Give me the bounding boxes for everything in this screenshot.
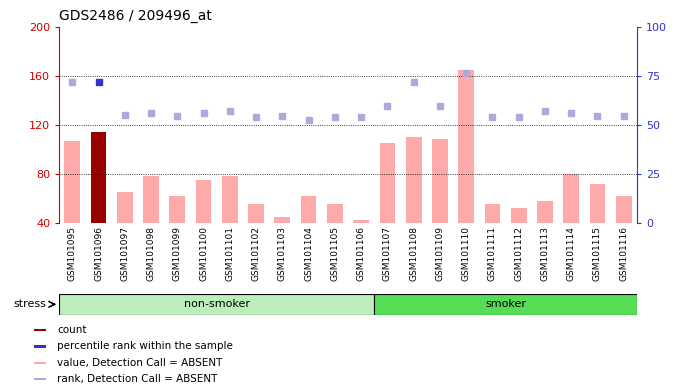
Text: value, Detection Call = ABSENT: value, Detection Call = ABSENT [57, 358, 223, 368]
Text: GSM101095: GSM101095 [68, 226, 77, 281]
Text: GSM101114: GSM101114 [567, 226, 576, 281]
Text: GSM101112: GSM101112 [514, 226, 523, 281]
Bar [432, 139, 448, 223]
Text: GSM101105: GSM101105 [331, 226, 340, 281]
Bar [616, 196, 631, 223]
Bar [354, 220, 369, 223]
Text: GSM101109: GSM101109 [436, 226, 445, 281]
Text: GSM101113: GSM101113 [540, 226, 549, 281]
Bar [379, 143, 395, 223]
Text: GSM101110: GSM101110 [461, 226, 470, 281]
Text: GSM101098: GSM101098 [147, 226, 156, 281]
Text: smoker: smoker [485, 299, 526, 310]
Bar [563, 174, 579, 223]
Bar [169, 196, 185, 223]
Bar [59, 294, 374, 315]
Text: GSM101108: GSM101108 [409, 226, 418, 281]
Text: GSM101103: GSM101103 [278, 226, 287, 281]
Bar [590, 184, 606, 223]
Bar [34, 345, 46, 348]
Bar [484, 204, 500, 223]
Bar [406, 137, 422, 223]
Text: GDS2486 / 209496_at: GDS2486 / 209496_at [59, 8, 212, 23]
Bar [537, 201, 553, 223]
Bar [511, 208, 527, 223]
Text: stress: stress [13, 299, 46, 310]
Text: GSM101102: GSM101102 [251, 226, 260, 281]
Text: GSM101116: GSM101116 [619, 226, 628, 281]
Bar [196, 180, 212, 223]
Bar [301, 196, 317, 223]
Text: GSM101111: GSM101111 [488, 226, 497, 281]
Text: GSM101101: GSM101101 [226, 226, 235, 281]
Bar [222, 176, 238, 223]
Text: GSM101100: GSM101100 [199, 226, 208, 281]
Text: non-smoker: non-smoker [184, 299, 250, 310]
Bar [374, 294, 637, 315]
Bar [143, 176, 159, 223]
Bar [34, 362, 46, 364]
Text: GSM101096: GSM101096 [94, 226, 103, 281]
Text: GSM101099: GSM101099 [173, 226, 182, 281]
Text: GSM101104: GSM101104 [304, 226, 313, 281]
Bar [34, 329, 46, 331]
Text: count: count [57, 325, 87, 335]
Text: percentile rank within the sample: percentile rank within the sample [57, 341, 233, 351]
Bar [117, 192, 133, 223]
Text: GSM101107: GSM101107 [383, 226, 392, 281]
Bar [90, 132, 106, 223]
Text: GSM101097: GSM101097 [120, 226, 129, 281]
Text: rank, Detection Call = ABSENT: rank, Detection Call = ABSENT [57, 374, 218, 384]
Bar [458, 70, 474, 223]
Text: GSM101106: GSM101106 [356, 226, 365, 281]
Bar [327, 204, 342, 223]
Text: GSM101115: GSM101115 [593, 226, 602, 281]
Bar [274, 217, 290, 223]
Bar [34, 378, 46, 380]
Bar [65, 141, 80, 223]
Bar [248, 204, 264, 223]
